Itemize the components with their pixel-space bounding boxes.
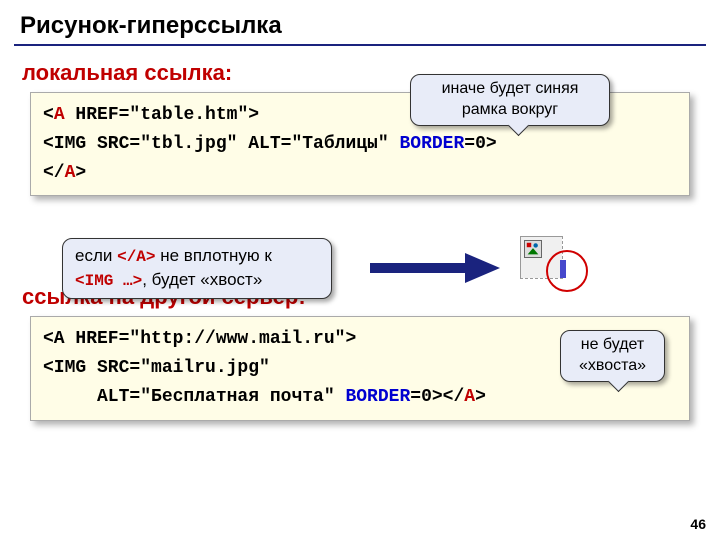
callout-line: не будет [581,336,645,353]
code-keyword-border: BORDER [345,387,410,407]
code-keyword-a: A [54,105,65,125]
note-text: если [75,246,117,265]
code-text: =0> [464,134,496,154]
arrow-icon [370,253,500,283]
note-text: , будет «хвост» [142,270,262,289]
code-text: <A HREF="http://www.mail.ru"> [43,329,356,349]
callout-no-tail: не будет «хвоста» [560,330,665,382]
highlight-circle [546,250,588,292]
slide-number: 46 [690,516,706,532]
slide-title: Рисунок-гиперссылка [0,0,720,44]
callout-border-note: иначе будет синяя рамка вокруг [410,74,610,126]
code-text: < [43,105,54,125]
title-underline [14,44,706,46]
code-text: =0> [410,387,442,407]
code-text: HREF="table.htm"> [65,105,259,125]
code-text: </ [43,163,65,183]
code-text: ALT="Бесплатная почта" [43,387,345,407]
code-text: > [75,163,86,183]
code-keyword-a: A [464,387,475,407]
code-text: <IMG SRC="tbl.jpg" ALT="Таблицы" [43,134,399,154]
note-text: не вплотную к [156,246,272,265]
code-text: > [475,387,486,407]
callout-line: иначе будет синяя [442,80,579,97]
subtitle-local: локальная ссылка: [22,60,720,86]
code-text: </ [443,387,465,407]
note-tag: </A> [117,248,155,266]
code-keyword-border: BORDER [399,134,464,154]
callout-line: рамка вокруг [462,101,558,118]
code-text: <IMG SRC="mailru.jpg" [43,358,270,378]
callout-tail-note: если </A> не вплотную к <IMG …>, будет «… [62,238,332,299]
broken-image-inner-icon [524,240,542,258]
code-keyword-a: A [65,163,76,183]
callout-line: «хвоста» [579,357,646,374]
note-tag: <IMG …> [75,272,142,290]
